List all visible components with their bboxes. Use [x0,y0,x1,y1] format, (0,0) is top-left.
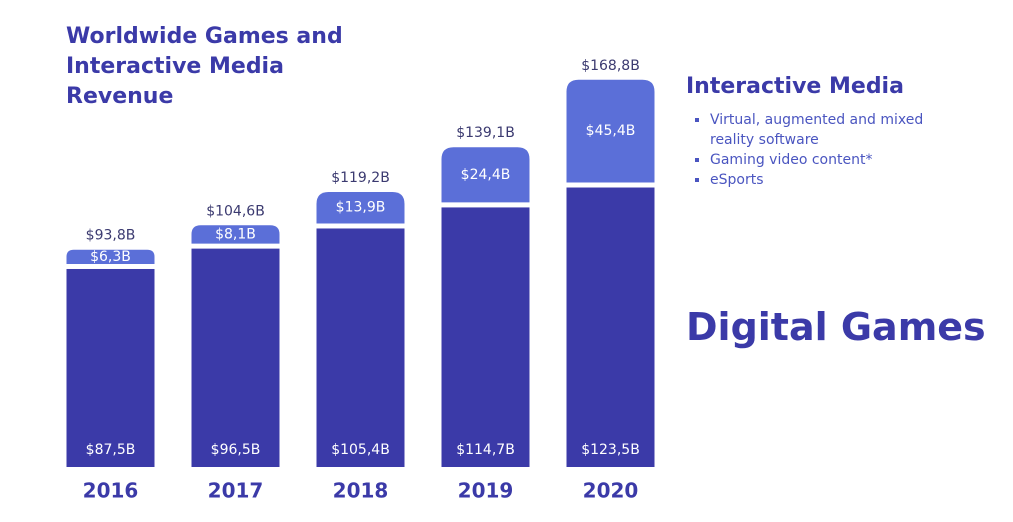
chart-title: Worldwide Games and Interactive Media Re… [66,24,343,109]
value-label: $13,9B [336,200,386,216]
bar-segment [441,147,530,203]
value-label: $105,4B [331,442,390,458]
legend-item: eSports [710,170,970,190]
bar-segment [316,228,405,467]
total-label: $168,8B [581,58,640,74]
value-label: $6,3B [90,249,131,265]
value-label: $96,5B [211,442,261,458]
x-tick-label: 2020 [583,479,639,503]
bar-segment [191,225,280,244]
x-tick-label: 2017 [208,479,264,503]
bar-segment [66,268,155,467]
total-label: $119,2B [331,170,390,186]
bar-segment [316,192,405,224]
value-label: $123,5B [581,442,640,458]
legend-list: Virtual, augmented and mixed reality sof… [696,110,970,190]
bar-segment [566,79,655,183]
total-label: $139,1B [456,125,515,141]
value-label: $24,4B [461,167,511,183]
bar-segment [191,248,280,467]
bar-segment [66,249,155,264]
value-label: $45,4B [586,123,636,139]
legend-entry: Interactive Media [686,74,904,99]
x-tick-label: 2016 [83,479,139,503]
legend-item: Virtual, augmented and mixed reality sof… [710,110,970,150]
total-label: $93,8B [86,228,136,244]
legend-entry: Digital Games [686,305,986,349]
value-label: $8,1B [215,226,256,242]
x-tick-label: 2018 [333,479,389,503]
x-tick-label: 2019 [458,479,514,503]
value-label: $87,5B [86,442,136,458]
value-label: $114,7B [456,442,515,458]
legend-item: Gaming video content* [710,150,970,170]
bar-segment [566,187,655,468]
bar-segment [441,207,530,467]
total-label: $104,6B [206,203,265,219]
